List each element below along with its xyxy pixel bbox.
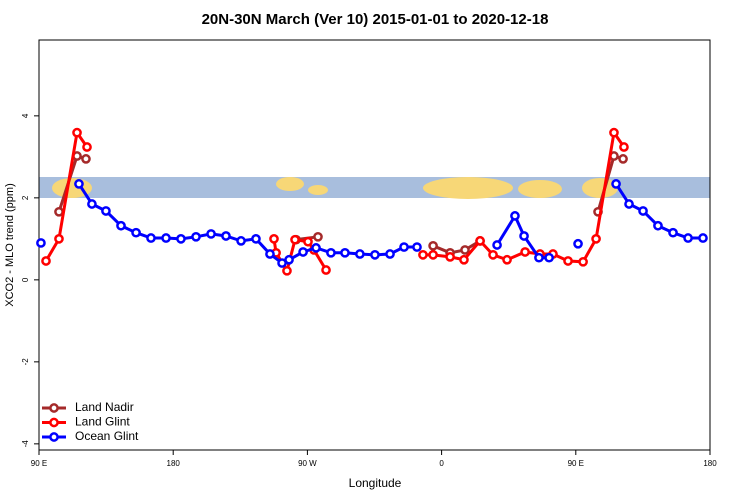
data-point [428, 240, 438, 251]
data-point [311, 243, 321, 253]
data-point [534, 252, 544, 263]
x-tick-label: 90 E [31, 459, 47, 468]
data-point [618, 154, 628, 164]
data-point [563, 256, 573, 266]
data-point [668, 227, 678, 238]
data-point [653, 220, 663, 231]
data-point [591, 234, 601, 244]
data-point [221, 231, 231, 241]
data-point [54, 206, 64, 217]
data-point [282, 265, 292, 276]
data-point [445, 252, 455, 262]
data-point [161, 233, 171, 243]
x-tick-label: 90 W [298, 459, 317, 468]
data-point [619, 142, 629, 152]
data-point [36, 238, 46, 248]
data-point [340, 247, 350, 258]
data-point [355, 249, 365, 259]
x-axis-label: Longitude [349, 476, 402, 490]
data-point [418, 249, 428, 260]
legend-marker [49, 432, 59, 442]
world-map-band [39, 177, 710, 199]
x-tick-label: 180 [703, 459, 717, 468]
data-point [313, 231, 323, 242]
data-point [519, 231, 529, 241]
data-point [510, 211, 520, 221]
data-point [459, 254, 469, 265]
data-point [54, 234, 64, 244]
data-point [74, 179, 84, 189]
legend-marker [49, 403, 59, 413]
data-point [146, 233, 156, 243]
y-tick-label: 4 [21, 113, 30, 118]
data-point [698, 233, 708, 243]
y-tick-label: 0 [21, 277, 30, 282]
data-point [284, 254, 294, 265]
data-point [326, 247, 336, 258]
data-point [624, 199, 634, 209]
data-point [428, 249, 438, 260]
data-point [520, 247, 530, 257]
data-point [41, 256, 51, 266]
legend-label: Land Glint [75, 415, 130, 429]
data-point [578, 256, 588, 267]
data-point [492, 240, 502, 250]
data-point [265, 249, 275, 259]
x-tick-label: 180 [167, 459, 181, 468]
y-tick-label: -4 [21, 440, 30, 448]
x-tick-label: 90 E [568, 459, 584, 468]
data-point [370, 249, 380, 260]
legend-label: Ocean Glint [75, 429, 139, 443]
data-point [131, 227, 141, 238]
data-point [321, 265, 331, 275]
data-point [206, 229, 216, 239]
data-point [683, 233, 693, 243]
y-tick-label: 2 [21, 195, 30, 200]
y-tick-label: -2 [21, 358, 30, 366]
data-point [399, 242, 409, 252]
data-point [303, 236, 313, 247]
data-point [269, 234, 279, 244]
data-point [544, 252, 554, 263]
data-point [460, 245, 470, 255]
data-point [573, 238, 583, 249]
data-point [475, 236, 485, 246]
data-point [290, 234, 300, 245]
legend-label: Land Nadir [75, 400, 134, 414]
data-point [72, 127, 82, 138]
data-point [81, 154, 91, 164]
data-point [176, 234, 186, 244]
data-point [611, 179, 621, 189]
data-point [488, 249, 498, 260]
data-point [609, 127, 619, 138]
data-point [638, 206, 648, 216]
data-point [87, 199, 97, 209]
data-point [82, 142, 92, 152]
data-point [191, 231, 201, 242]
data-point [101, 206, 111, 216]
data-point [502, 254, 512, 265]
y-axis-label: XCO2 - MLO trend (ppm) [4, 183, 16, 306]
data-point [236, 236, 246, 246]
data-point [298, 247, 308, 257]
data-point [412, 242, 422, 252]
series-line [57, 154, 624, 255]
legend-marker [49, 417, 59, 428]
chart-title: 20N-30N March (Ver 10) 2015-01-01 to 202… [202, 11, 549, 28]
plot-frame [38, 39, 711, 451]
data-point [251, 234, 261, 244]
x-tick-label: 0 [439, 459, 444, 468]
data-point [116, 220, 126, 231]
data-point [385, 249, 395, 259]
